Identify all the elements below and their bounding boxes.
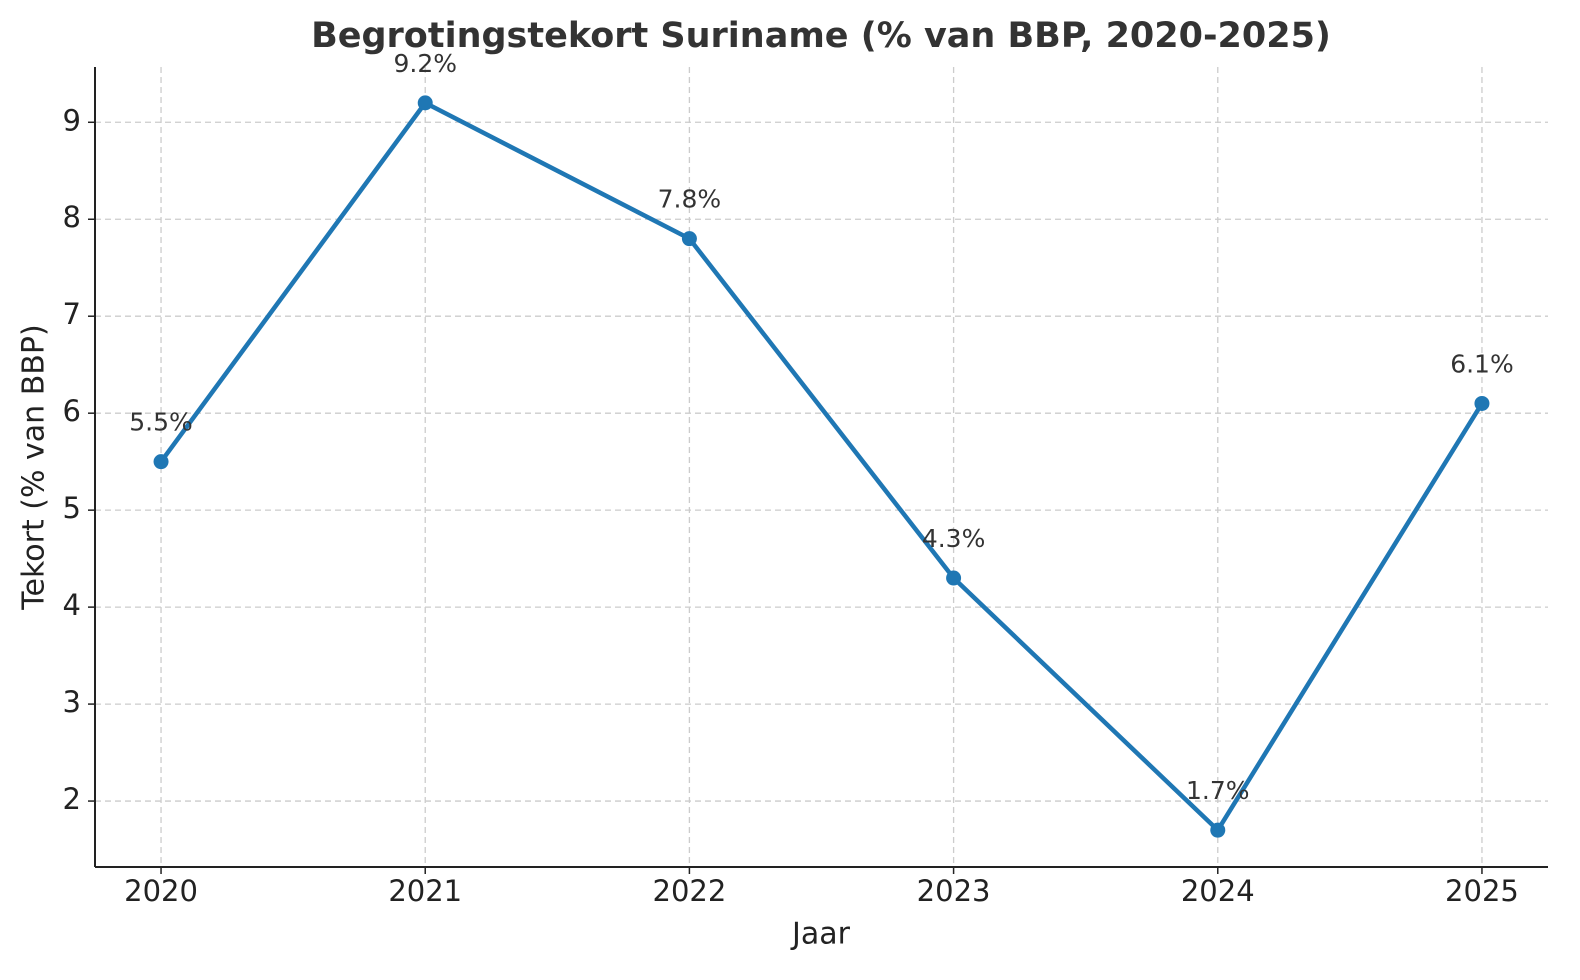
chart-title: Begrotingstekort Suriname (% van BBP, 20…	[311, 16, 1331, 56]
y-tick-label: 6	[63, 394, 81, 428]
data-point	[1210, 822, 1226, 838]
y-tick-label: 7	[63, 297, 81, 331]
y-tick-label: 9	[63, 103, 81, 137]
data-point	[681, 231, 697, 247]
x-tick-label: 2022	[653, 874, 727, 908]
data-point	[417, 95, 433, 111]
x-axis-label: Jaar	[790, 917, 851, 952]
x-tick-label: 2023	[917, 874, 991, 908]
value-label: 5.5%	[129, 408, 193, 437]
x-tick-label: 2021	[388, 874, 462, 908]
data-point	[153, 454, 169, 470]
value-label: 1.7%	[1186, 776, 1250, 805]
data-point	[946, 570, 962, 586]
value-label: 9.2%	[393, 49, 457, 78]
value-label: 6.1%	[1450, 349, 1514, 378]
y-tick-label: 4	[63, 588, 81, 622]
data-point	[1474, 395, 1490, 411]
y-axis-label: Tekort (% van BBP)	[17, 324, 52, 610]
value-label: 7.8%	[658, 185, 722, 214]
y-tick-label: 5	[63, 491, 81, 525]
y-tick-label: 2	[63, 782, 81, 816]
x-tick-label: 2024	[1181, 874, 1255, 908]
x-tick-label: 2025	[1445, 874, 1519, 908]
data-line	[159, 100, 1484, 833]
y-tick-label: 3	[63, 685, 81, 719]
y-tick-label: 8	[63, 200, 81, 234]
x-tick-label: 2020	[124, 874, 198, 908]
value-label: 4.3%	[922, 524, 986, 553]
